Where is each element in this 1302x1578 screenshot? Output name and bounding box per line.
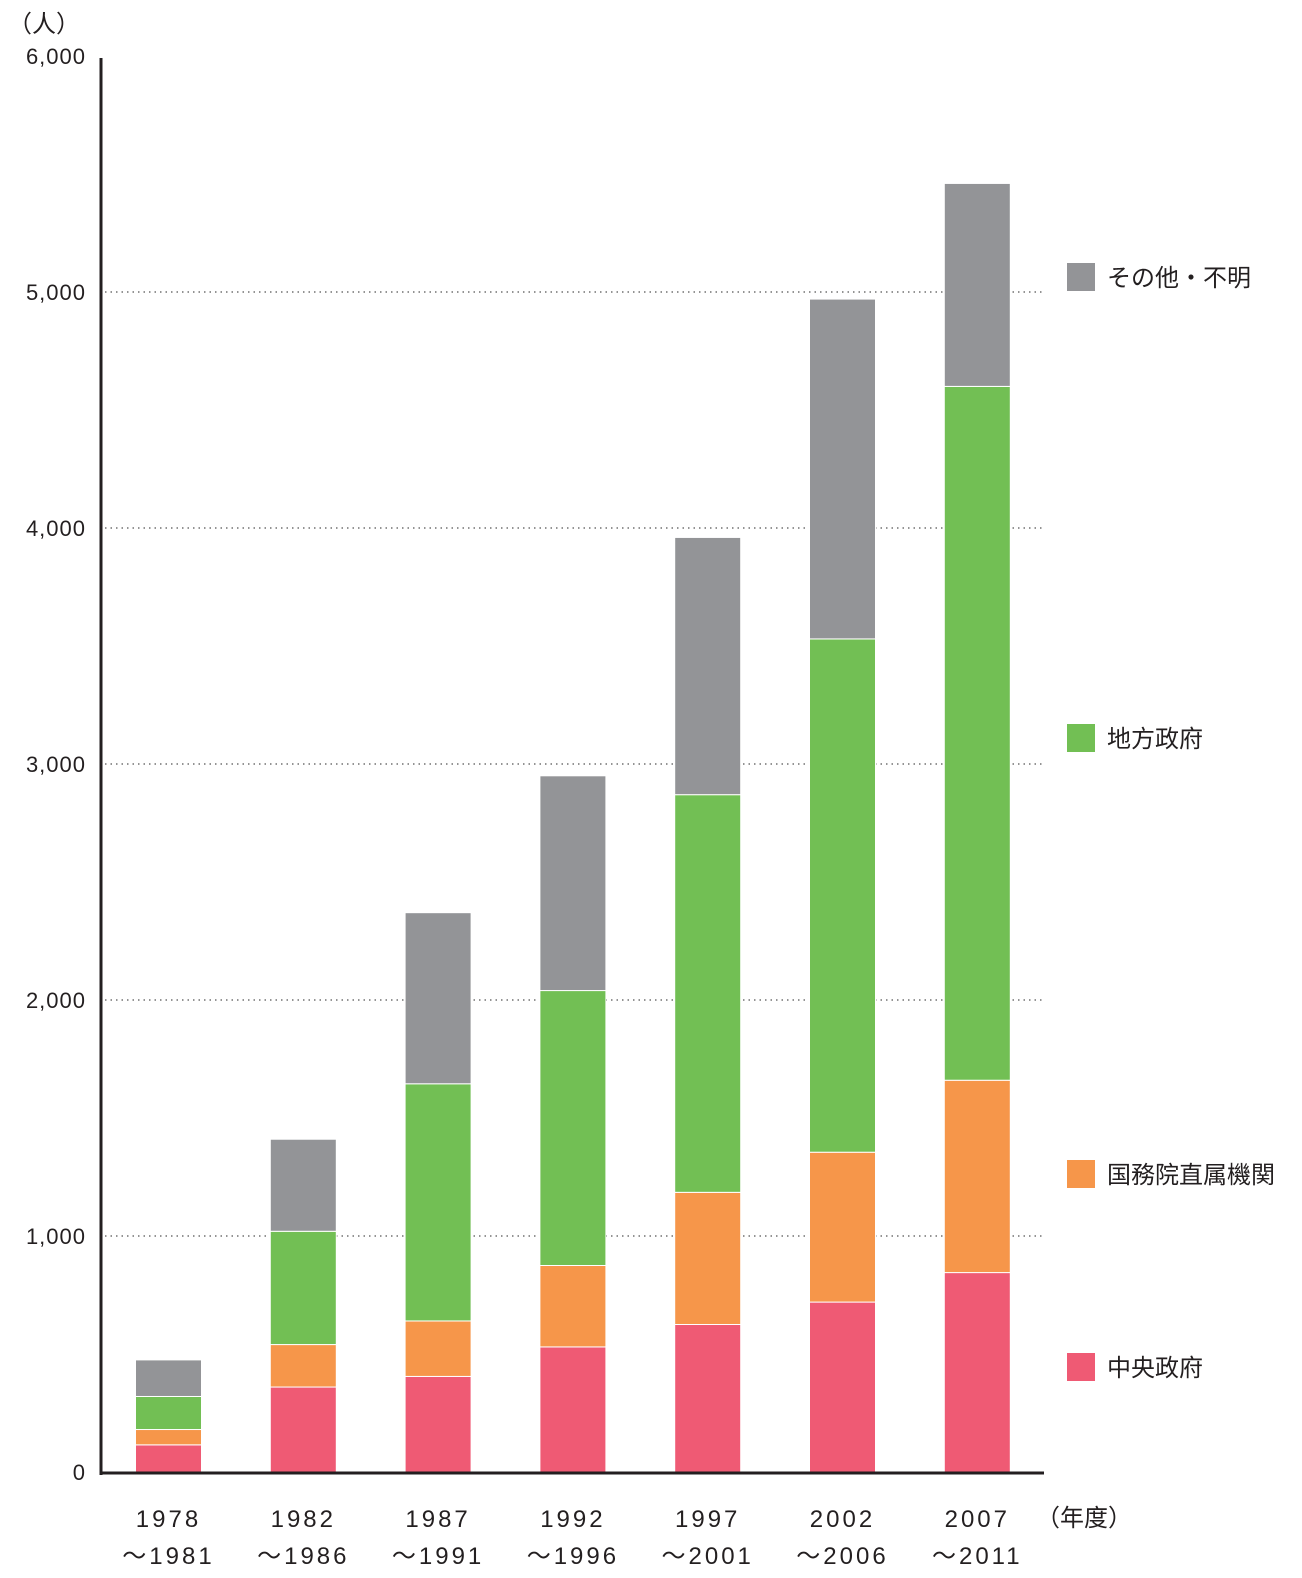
legend-label: 国務院直属機関 <box>1107 1161 1275 1189</box>
y-axis-unit-label: （人） <box>8 10 80 38</box>
bar-segment <box>943 1079 1011 1274</box>
bar-segment <box>269 1138 337 1232</box>
bar-segment <box>809 298 876 640</box>
bar-segment <box>943 182 1011 387</box>
y-tick-label: 1,000 <box>26 1224 86 1249</box>
bar-segment <box>539 775 607 992</box>
bars <box>135 182 1011 1473</box>
bar-segment <box>539 990 607 1266</box>
y-tick-label: 3,000 <box>26 752 86 777</box>
x-tick-label: 1987 <box>405 1506 470 1533</box>
bar-segment <box>539 1265 607 1348</box>
bar-segment <box>674 536 742 796</box>
x-tick-label: ～1996 <box>527 1543 619 1570</box>
x-tick-label: 2007 <box>945 1506 1010 1533</box>
x-axis-unit-label: （年度） <box>1036 1504 1132 1532</box>
y-tick-label: 2,000 <box>26 988 86 1013</box>
bar-segment <box>404 1375 472 1473</box>
x-tick-label: 1997 <box>675 1506 740 1533</box>
y-tick-label: 4,000 <box>26 516 86 541</box>
bar-segment <box>404 1083 472 1322</box>
x-tick-label: 1982 <box>271 1506 336 1533</box>
bar-segment <box>269 1386 337 1473</box>
bar-segment <box>674 794 742 1193</box>
bar-segment <box>135 1359 202 1397</box>
bar-segment <box>809 1301 876 1473</box>
x-tick-label: 1992 <box>540 1506 605 1533</box>
bar-segment <box>135 1444 202 1473</box>
bar-segment <box>404 1320 472 1377</box>
y-axis-tick-labels: 0 1,000 2,000 3,000 4,000 5,000 6,000 <box>26 44 86 1485</box>
x-tick-label: ～2011 <box>932 1543 1023 1570</box>
x-tick-label: 1978 <box>136 1506 201 1533</box>
y-tick-label: 0 <box>73 1460 86 1485</box>
y-tick-label: 5,000 <box>26 280 86 305</box>
bar-segment <box>135 1395 202 1431</box>
bar-segment <box>674 1324 742 1473</box>
bar-segment <box>809 638 876 1153</box>
legend-label: その他・不明 <box>1107 264 1251 292</box>
bar-segment <box>269 1230 337 1346</box>
legend-swatch <box>1067 1160 1095 1188</box>
bar-segment <box>269 1344 337 1388</box>
bar-segment <box>809 1151 876 1303</box>
x-tick-label: ～1991 <box>392 1543 484 1570</box>
bar-segment <box>943 385 1011 1081</box>
bar-segment <box>539 1346 607 1473</box>
y-tick-label: 6,000 <box>26 44 86 69</box>
x-tick-label: ～2001 <box>662 1543 754 1570</box>
bar-segment <box>135 1429 202 1446</box>
legend-swatch <box>1067 724 1095 752</box>
legend-swatch <box>1067 263 1095 291</box>
x-axis-tick-labels: 1978 ～1981 1982 ～1986 1987 ～1991 1992 ～1996 1997… <box>122 1506 1023 1570</box>
bar-segment <box>674 1191 742 1325</box>
gridlines <box>105 291 1044 1237</box>
x-tick-label: ～1981 <box>122 1543 214 1570</box>
bar-segment <box>943 1272 1011 1473</box>
bar-segment <box>404 912 472 1085</box>
legend-swatch <box>1067 1353 1095 1381</box>
legend-label: 中央政府 <box>1107 1354 1203 1382</box>
x-tick-label: ～2006 <box>796 1543 888 1570</box>
x-tick-label: ～1986 <box>257 1543 349 1570</box>
x-tick-label: 2002 <box>810 1506 875 1533</box>
legend-label: 地方政府 <box>1107 725 1203 753</box>
